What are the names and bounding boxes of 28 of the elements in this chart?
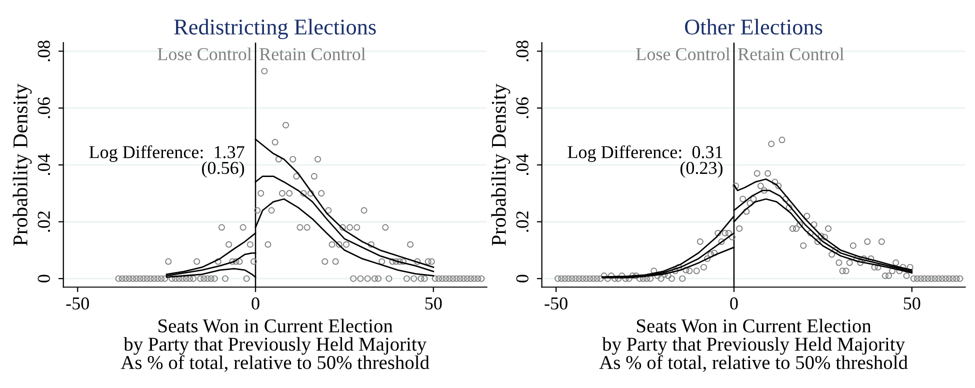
y-tick-label: 0 [38,274,50,282]
y-axis-title: Probability Density [491,84,510,246]
chart-title: Redistricting Elections [174,18,376,40]
chart-title: Other Elections [685,18,822,35]
y-tick-label: .04 [516,154,529,175]
annotation: Log Difference: 1.37 (0.56) [89,145,244,178]
x-tick-label: -50 [544,297,568,310]
x-tick-label: 50 [904,297,920,310]
y-tick-label: .04 [38,154,50,175]
y-tick-label: 0 [516,274,528,282]
y-tick-label: .02 [38,211,50,232]
y-tick-label: .08 [38,40,50,62]
y-tick-label: .08 [516,40,529,62]
x-tick-label: 50 [425,297,442,310]
x-tick-label: 0 [252,297,260,310]
x-tick-label: -50 [66,297,89,310]
annotation: Lose Control [158,48,252,60]
y-tick-label: .06 [38,97,50,118]
annotation: Lose Control [636,48,730,60]
annotation: Retain Control [738,48,844,60]
annotation: Retain Control [260,48,366,60]
annotation: Log Difference: 0.31 (0.23) [568,145,723,178]
x-axis-title: Seats Won in Current Election by Party that Previously Held Majority As % of total, relative to 50% threshold [120,318,430,372]
x-axis-title: Seats Won in Current Election by Party that Previously Held Majority As % of total, relative to 50% threshold [599,318,908,372]
y-tick-label: .06 [516,97,529,118]
x-tick-label: 0 [730,297,738,310]
y-tick-label: .02 [516,211,529,232]
y-axis-title: Probability Density [12,84,32,246]
